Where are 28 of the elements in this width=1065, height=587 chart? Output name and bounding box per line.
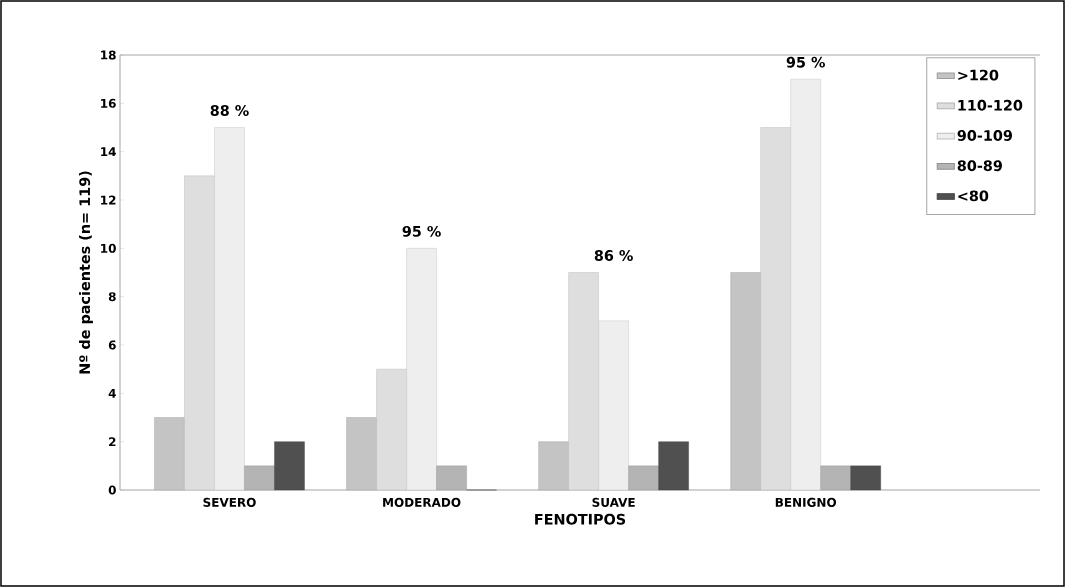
annotation: 95 %	[402, 225, 441, 237]
x-tick-label: MODERADO	[383, 497, 461, 507]
legend-label: >120	[958, 69, 999, 81]
annotation: 95 %	[786, 56, 825, 68]
y-tick-label: 6	[108, 340, 116, 350]
annotation: 86 %	[594, 250, 633, 261]
x-tick-label: SEVERO	[203, 497, 256, 507]
y-tick-label: 10	[101, 243, 116, 253]
legend-label: 110-120	[958, 99, 1023, 111]
y-tick-label: 12	[101, 195, 116, 205]
legend-label: 90-109	[957, 130, 1012, 141]
bar	[850, 465, 881, 491]
y-tick-label: 18	[101, 50, 116, 60]
legend-label: 80-89	[957, 160, 1002, 172]
y-tick-label: 0	[108, 485, 116, 495]
y-tick-label: 8	[108, 292, 116, 302]
x-axis-title: FENOTIPOS	[535, 513, 626, 525]
y-tick-label: 4	[108, 388, 116, 398]
annotation: 88 %	[210, 105, 249, 116]
y-axis-title: Nº de pacientes (n= 119)	[78, 171, 93, 374]
bar	[274, 441, 305, 491]
bar	[658, 441, 689, 491]
y-tick-label: 14	[101, 147, 116, 157]
legend-label: <80	[958, 190, 989, 202]
x-tick-label: SUAVE	[592, 497, 635, 507]
y-tick-label: 16	[101, 98, 116, 108]
x-tick-label: BENIGNO	[775, 497, 837, 507]
y-tick-label: 2	[109, 437, 116, 447]
